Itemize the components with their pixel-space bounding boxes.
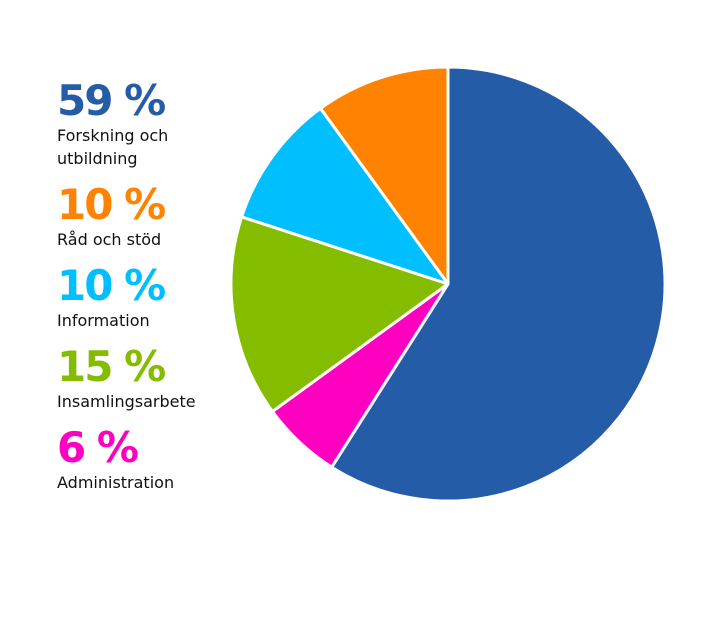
pie-slice: [270, 282, 450, 469]
category-label: Råd och stöd: [57, 230, 162, 249]
percent-label: 6 %: [57, 423, 139, 472]
pie-slice: [229, 215, 450, 414]
category-label: Administration: [57, 473, 175, 492]
legend-item: 10 % Information: [57, 263, 217, 332]
pie-slice: [318, 65, 450, 286]
pie-slice: [330, 65, 667, 503]
legend-item: 10 % Råd och stöd: [57, 182, 217, 251]
legend: 59 % Forskning och utbildning 10 % Råd och …: [57, 78, 217, 506]
percent-label: 59 %: [57, 76, 166, 125]
legend-item: 59 % Forskning och utbildning: [57, 78, 217, 170]
category-label: Insamlingsarbete: [57, 392, 196, 411]
category-label: Forskning och utbildning: [57, 126, 169, 168]
percent-label: 10 %: [57, 180, 166, 229]
pie-slice: [240, 106, 450, 286]
legend-item: 15 % Insamlingsarbete: [57, 344, 217, 413]
percent-label: 10 %: [57, 261, 166, 310]
legend-item: 6 % Administration: [57, 425, 217, 494]
category-label: Information: [57, 311, 150, 330]
percent-label: 15 %: [57, 342, 166, 391]
